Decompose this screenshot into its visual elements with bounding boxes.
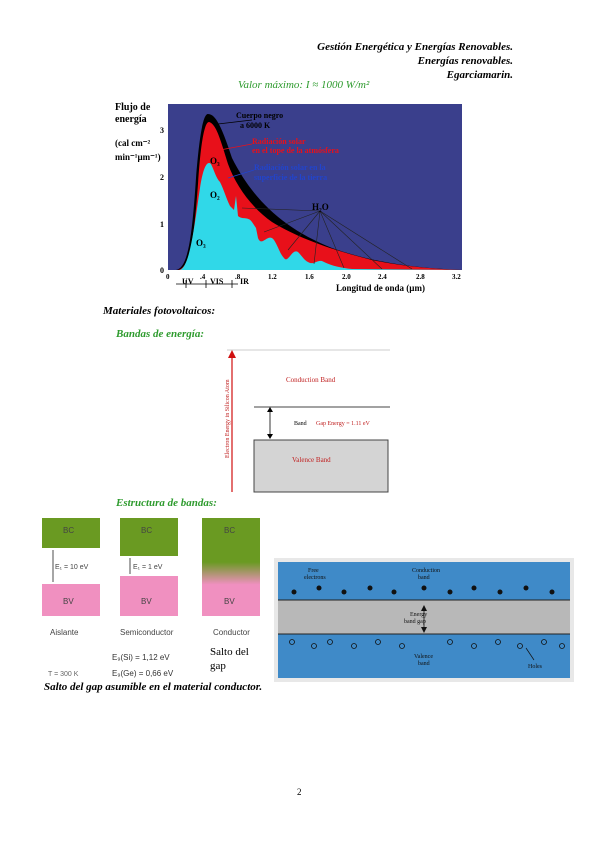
- band-axis-label: Electron Energy in Silicon Atom: [225, 379, 231, 458]
- blackbody-label-1: Cuerpo negro: [236, 111, 283, 120]
- free-label: Free: [308, 568, 319, 574]
- band-uv: UV: [182, 277, 194, 286]
- xtick-5: 2.0: [342, 273, 351, 281]
- note-text: Salto del gap asumible en el material co…: [44, 681, 263, 693]
- temperature-label: T = 300 K: [48, 671, 79, 678]
- band-vis: VIS: [210, 277, 224, 286]
- solar-caption: Valor máximo: I ≈ 1000 W/m²: [238, 79, 370, 91]
- holes-label: Holes: [528, 664, 543, 670]
- insulator-label: Aislante: [50, 628, 79, 637]
- semiconductor-label: Semiconductor: [120, 628, 174, 637]
- solar-spectrum-figure: Flujo de energía (cal cm⁻² min⁻¹µm⁻¹) Cu…: [115, 102, 462, 293]
- header-line-1: Gestión Energética y Energías Renovables…: [317, 41, 513, 53]
- band-diagram: Electron Energy in Silicon Atom Conducti…: [225, 349, 390, 493]
- blackbody-label-2: a 6000 K: [240, 121, 271, 130]
- h2o-label: H₂O: [312, 202, 329, 212]
- electrons-label: electrons: [304, 575, 326, 581]
- h2o-lines: [241, 207, 413, 270]
- valence-band-label: Valence Band: [292, 456, 331, 464]
- ylabel-line-4: min⁻¹µm⁻¹): [115, 152, 161, 162]
- o3-top-label: O₃: [210, 156, 220, 166]
- section-materials: Materiales fotovoltaicos:: [103, 305, 216, 317]
- conductor-bv: BV: [224, 597, 235, 606]
- xtick-0: 0: [166, 273, 170, 281]
- bands-illustration: Free electrons Conduction band Energy ba…: [274, 558, 574, 682]
- eg-ge-label: E₉(Ge) = 0,66 eV: [112, 669, 174, 678]
- o3-bottom-label: O₃: [196, 238, 206, 248]
- ylabel-line-3: (cal cm⁻²: [115, 138, 150, 148]
- conductor-bc: BC: [224, 526, 235, 535]
- surface-label-2: superficie de la tierra: [254, 173, 327, 182]
- xtick-4: 1.6: [305, 273, 314, 281]
- ytick-0: 0: [160, 266, 164, 275]
- toa-label-2: en el tope de la atmósfera: [252, 146, 339, 155]
- band-ir: IR: [240, 277, 249, 286]
- section-structure: Estructura de bandas:: [116, 497, 217, 509]
- xtick-8: 3.2: [452, 273, 461, 281]
- energy-label-2: band gap: [404, 619, 426, 625]
- section-bands: Bandas de energía:: [116, 328, 204, 340]
- surface-label-1: Radiación solar en la: [254, 163, 326, 172]
- eg-si-label: E₉(Si) = 1,12 eV: [112, 653, 170, 662]
- toa-label-1: Radiación solar: [252, 137, 306, 146]
- ylabel-line-1: Flujo de: [115, 102, 151, 113]
- page-number: 2: [297, 787, 302, 797]
- xtick-7: 2.8: [416, 273, 425, 281]
- valence-label-1: Valence: [414, 654, 433, 660]
- band-label: Band: [294, 421, 307, 427]
- insulator-gap: E₁ = 10 eV: [55, 564, 89, 571]
- insulator-bc: BC: [63, 526, 74, 535]
- ytick-2: 2: [160, 173, 164, 182]
- xtick-1: .4: [200, 273, 206, 281]
- surface-curve: [180, 163, 462, 270]
- header-line-2: Energías renovables.: [417, 55, 513, 67]
- xtick-2: .8: [235, 273, 241, 281]
- gap-energy-label: Gap Energy = 1.11 eV: [316, 421, 371, 427]
- xtick-3: 1.2: [268, 273, 277, 281]
- salto-label-2: gap: [210, 660, 226, 672]
- conduction-label-1: Conduction: [412, 568, 440, 574]
- band-structure-figure: BC BV E₁ = 10 eV BC BV E₁ = 1 eV BC BV A…: [42, 518, 260, 678]
- header-line-3: Egarciamarin.: [446, 69, 513, 81]
- energy-label-1: Energy: [410, 612, 427, 618]
- ytick-3: 3: [160, 126, 164, 135]
- semiconductor-bc: BC: [141, 526, 152, 535]
- semiconductor-gap: E₁ = 1 eV: [133, 564, 163, 571]
- conduction-band-label: Conduction Band: [286, 376, 336, 384]
- ylabel-line-2: energía: [115, 114, 147, 125]
- o2-label: O₂: [210, 190, 220, 200]
- conductor-label: Conductor: [213, 628, 250, 637]
- xtick-6: 2.4: [378, 273, 387, 281]
- xlabel: Longitud de onda (µm): [336, 283, 425, 293]
- conduction-label-2: band: [418, 575, 430, 581]
- ytick-1: 1: [160, 220, 164, 229]
- valence-label-2: band: [418, 661, 430, 667]
- header: Gestión Energética y Energías Renovables…: [317, 40, 513, 82]
- semiconductor-bv: BV: [141, 597, 152, 606]
- salto-label-1: Salto del: [210, 646, 249, 658]
- insulator-bv: BV: [63, 597, 74, 606]
